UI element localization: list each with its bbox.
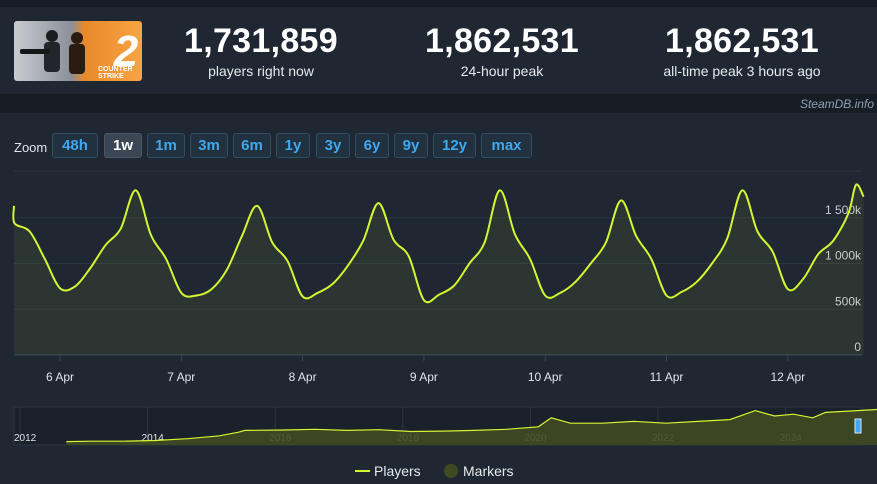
game-logo[interactable]: 2 COUNTER STRIKE (14, 21, 142, 81)
game-logo-art: 2 COUNTER STRIKE (14, 21, 142, 81)
stat-24h-peak: 1,862,531 24-hour peak (387, 23, 617, 79)
zoom-button-1m[interactable]: 1m (147, 133, 185, 158)
stats-panel: 2 COUNTER STRIKE 1,731,859 players right… (0, 7, 877, 94)
zoom-button-9y[interactable]: 9y (394, 133, 428, 158)
legend-markers-swatch (444, 464, 458, 478)
stat-all-time-peak: 1,862,531 all-time peak 3 hours ago (627, 23, 857, 79)
stat-value: 1,862,531 (665, 22, 819, 60)
stat-label: all-time peak 3 hours ago (663, 63, 821, 79)
x-tick-label: 8 Apr (289, 370, 317, 384)
y-tick-label: 500k (835, 294, 862, 308)
logo-line1: COUNTER (98, 66, 133, 73)
x-tick-label: 10 Apr (528, 370, 563, 384)
x-tick-label: 9 Apr (410, 370, 438, 384)
zoom-button-48h[interactable]: 48h (52, 133, 98, 158)
x-tick-label: 11 Apr (650, 370, 684, 384)
y-axis-labels: 0 500k 1 000k 1 500k (825, 203, 862, 354)
navigator-handle[interactable] (854, 418, 862, 434)
logo-line2: STRIKE (98, 73, 124, 80)
legend-players-label[interactable]: Players (374, 463, 421, 479)
stat-current-players: 1,731,859 players right now (146, 23, 376, 79)
navigator[interactable]: 2012201420162018202020222024 (13, 406, 877, 446)
stat-value: 1,731,859 (184, 22, 338, 60)
chart-grid (14, 170, 862, 356)
stat-label: 24-hour peak (460, 63, 544, 79)
zoom-button-1y[interactable]: 1y (276, 133, 310, 158)
legend (355, 464, 458, 478)
navigator-area (66, 409, 877, 445)
y-tick-label: 1 000k (825, 249, 862, 263)
navigator-year-label: 2014 (142, 433, 165, 444)
soldier-silhouette-icon (20, 30, 85, 74)
zoom-button-max[interactable]: max (481, 133, 532, 158)
x-tick-label: 7 Apr (167, 370, 195, 384)
y-tick-label: 0 (854, 340, 861, 354)
navigator-line (66, 408, 877, 443)
players-area (13, 184, 864, 355)
zoom-button-6m[interactable]: 6m (233, 133, 271, 158)
zoom-button-6y[interactable]: 6y (355, 133, 389, 158)
zoom-label: Zoom (14, 140, 48, 155)
zoom-button-3m[interactable]: 3m (190, 133, 228, 158)
zoom-button-1w[interactable]: 1w (104, 133, 142, 158)
stat-label: players right now (208, 63, 314, 79)
legend-markers-label[interactable]: Markers (463, 463, 514, 479)
x-axis-labels: 6 Apr 7 Apr 8 Apr 9 Apr 10 Apr 11 Apr 12 Apr (46, 355, 805, 384)
zoom-button-3y[interactable]: 3y (316, 133, 350, 158)
navigator-year-label: 2012 (14, 433, 37, 444)
stat-value: 1,862,531 (425, 22, 579, 60)
logo-numeral: 2 (113, 27, 139, 76)
players-series-line (12, 183, 865, 304)
steamdb-brand-link[interactable]: SteamDB.info (799, 97, 874, 111)
zoom-button-12y[interactable]: 12y (433, 133, 476, 158)
x-tick-label: 6 Apr (46, 370, 74, 384)
x-tick-label: 12 Apr (770, 370, 805, 384)
y-tick-label: 1 500k (825, 203, 862, 217)
